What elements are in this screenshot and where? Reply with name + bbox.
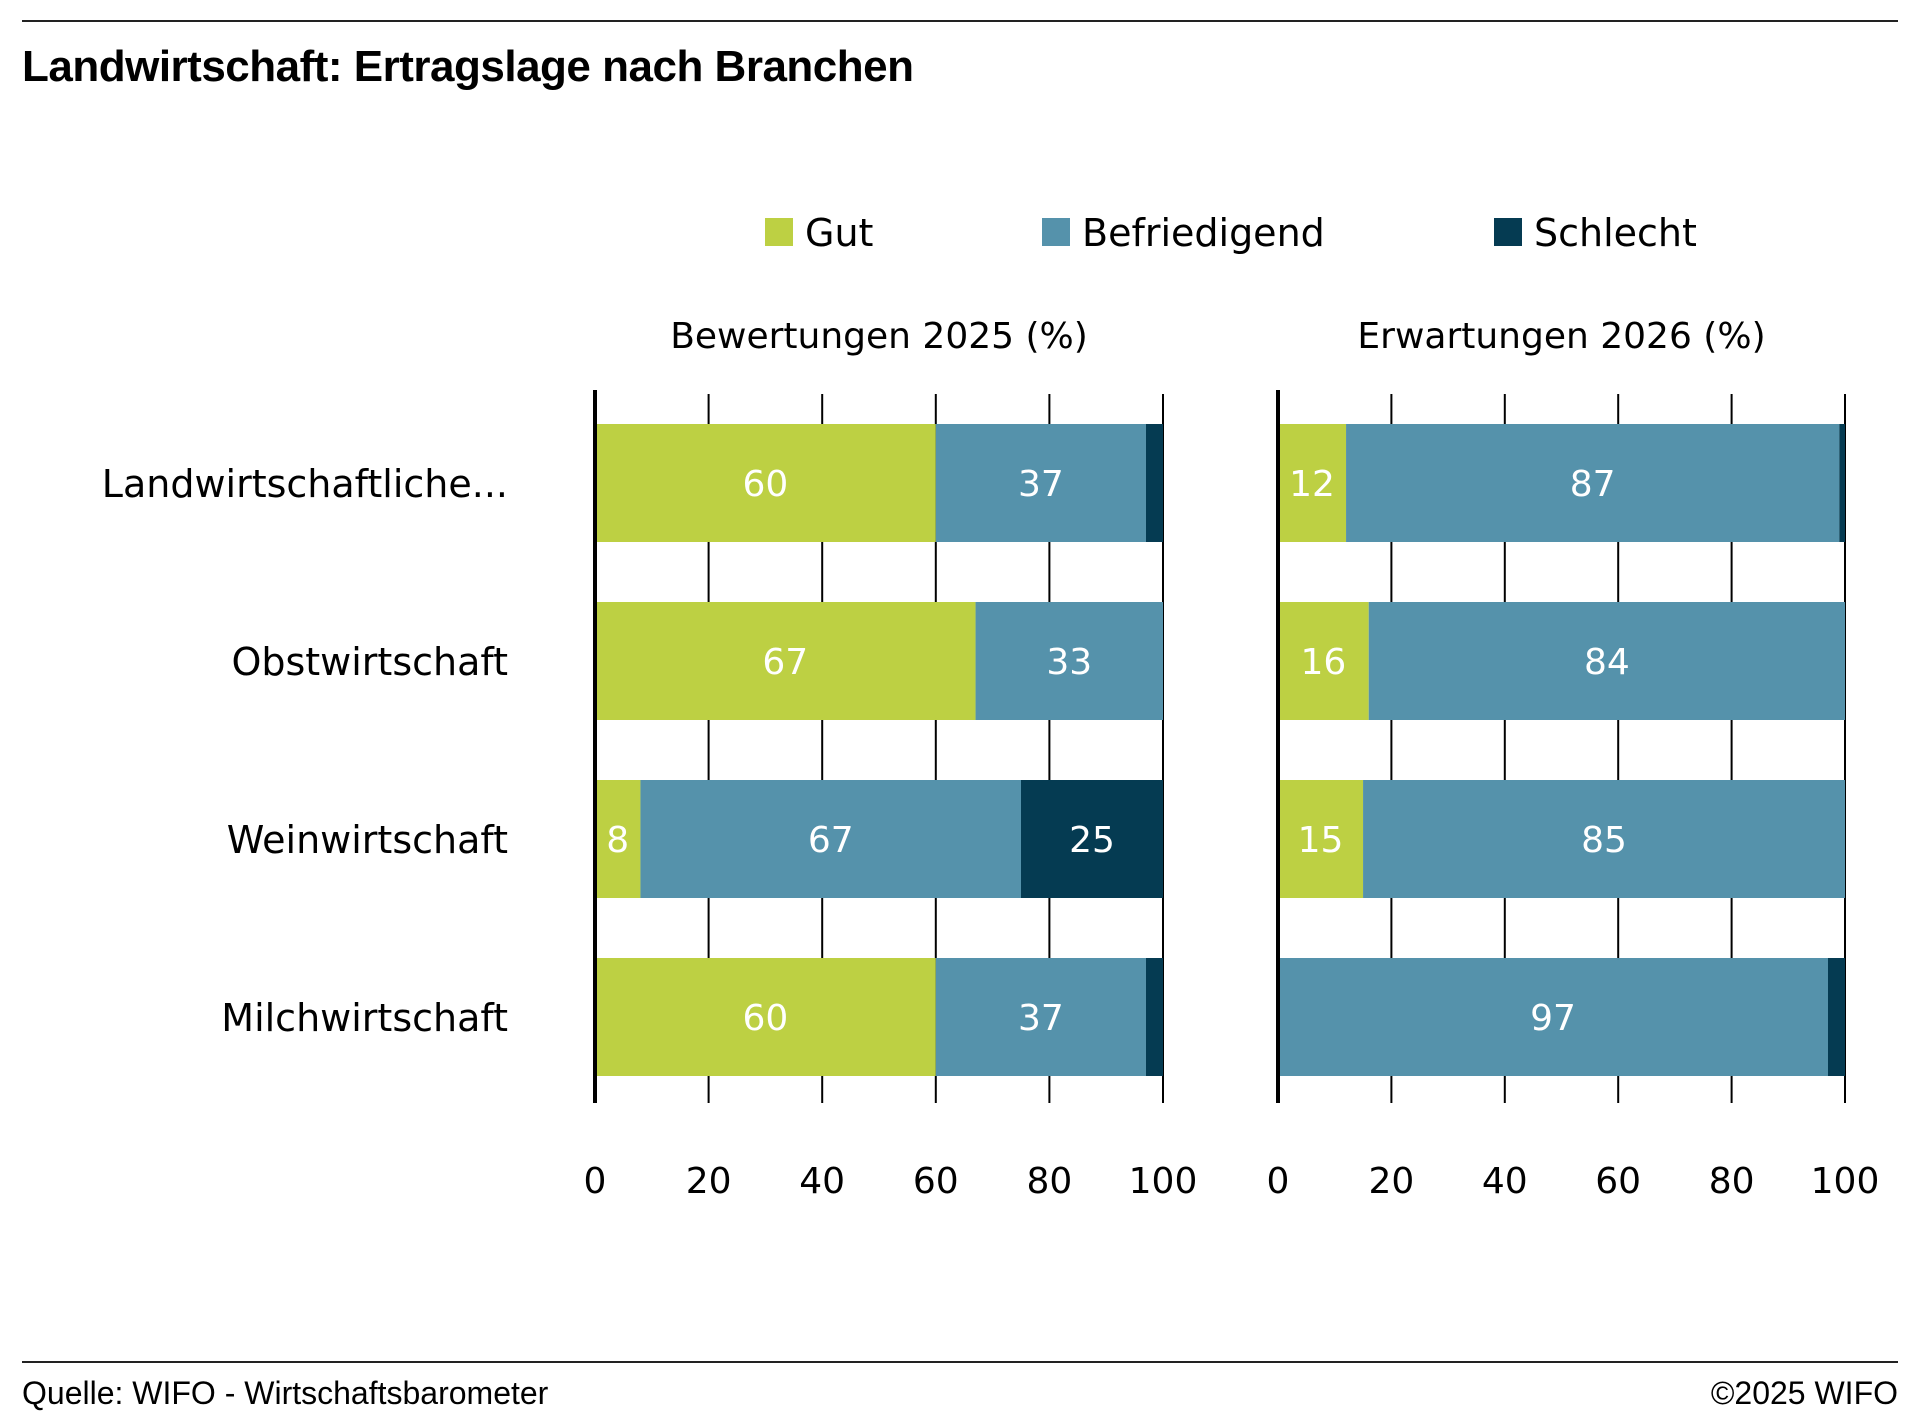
bar-segment-befriedigend-weinwirtschaft	[1363, 780, 1845, 898]
legend-label-befriedigend: Befriedigend	[1082, 211, 1325, 255]
data-label-befriedigend-milchwirtschaft: 97	[1530, 998, 1576, 1039]
bar-segment-schlecht-landwirtschaftliche	[1839, 424, 1845, 542]
x-tick-label-60: 60	[1595, 1161, 1641, 1202]
legend-swatch-befriedigend	[1042, 218, 1070, 246]
data-label-befriedigend-landwirtschaftliche: 37	[1018, 464, 1064, 505]
bar-segment-gut-obstwirtschaft	[595, 602, 976, 720]
bar-segment-gut-obstwirtschaft	[1278, 602, 1369, 720]
data-label-schlecht-weinwirtschaft: 25	[1069, 820, 1115, 861]
x-tick-label-80: 80	[1026, 1161, 1072, 1202]
data-label-gut-landwirtschaftliche: 12	[1289, 464, 1335, 505]
x-tick-label-100: 100	[1129, 1161, 1198, 1202]
data-label-gut-weinwirtschaft: 8	[606, 820, 629, 861]
data-label-gut-obstwirtschaft: 67	[762, 642, 808, 683]
legend-swatch-schlecht	[1494, 218, 1522, 246]
legend-label-schlecht: Schlecht	[1534, 211, 1697, 255]
bar-segment-befriedigend-weinwirtschaft	[640, 780, 1021, 898]
bar-segment-befriedigend-landwirtschaftliche	[935, 424, 1146, 542]
bar-segment-schlecht-landwirtschaftliche	[1145, 424, 1163, 542]
data-label-befriedigend-weinwirtschaft: 85	[1581, 820, 1627, 861]
bar-segment-befriedigend-milchwirtschaft	[935, 958, 1146, 1076]
bar-segment-befriedigend-obstwirtschaft	[1368, 602, 1845, 720]
category-label-landwirtschaftliche: Landwirtschaftliche...	[102, 462, 508, 506]
x-tick-label-0: 0	[584, 1161, 607, 1202]
x-tick-label-100: 100	[1811, 1161, 1880, 1202]
category-label-weinwirtschaft: Weinwirtschaft	[227, 818, 508, 862]
bar-segment-gut-weinwirtschaft	[1278, 780, 1364, 898]
x-tick-label-20: 20	[686, 1161, 732, 1202]
x-tick-label-60: 60	[913, 1161, 959, 1202]
chart-title: Landwirtschaft: Ertragslage nach Branche…	[22, 42, 914, 91]
x-tick-label-40: 40	[1482, 1161, 1528, 1202]
data-label-gut-weinwirtschaft: 15	[1298, 820, 1344, 861]
bar-segment-schlecht-milchwirtschaft	[1827, 958, 1845, 1076]
x-tick-label-80: 80	[1709, 1161, 1755, 1202]
category-label-milchwirtschaft: Milchwirtschaft	[221, 996, 508, 1040]
footer-source: Quelle: WIFO - Wirtschaftsbarometer	[22, 1375, 549, 1411]
bar-segment-befriedigend-obstwirtschaft	[975, 602, 1163, 720]
bar-segment-befriedigend-milchwirtschaft	[1278, 958, 1828, 1076]
top-rule	[22, 20, 1898, 22]
data-label-befriedigend-obstwirtschaft: 33	[1046, 642, 1092, 683]
data-label-gut-obstwirtschaft: 16	[1300, 642, 1346, 683]
data-label-befriedigend-milchwirtschaft: 37	[1018, 998, 1064, 1039]
footer-rule	[22, 1361, 1898, 1363]
bar-segment-gut-milchwirtschaft	[595, 958, 936, 1076]
footer-copyright: ©2025 WIFO	[1710, 1375, 1898, 1411]
data-label-gut-landwirtschaftliche: 60	[742, 464, 788, 505]
category-label-obstwirtschaft: Obstwirtschaft	[231, 640, 508, 684]
bar-segment-gut-landwirtschaftliche	[1278, 424, 1347, 542]
bar-segment-gut-weinwirtschaft	[595, 780, 641, 898]
x-tick-label-40: 40	[799, 1161, 845, 1202]
data-label-befriedigend-weinwirtschaft: 67	[808, 820, 854, 861]
x-tick-label-0: 0	[1267, 1161, 1290, 1202]
bar-segment-schlecht-weinwirtschaft	[1021, 780, 1163, 898]
bar-segment-gut-landwirtschaftliche	[595, 424, 936, 542]
panel-title-1: Bewertungen 2025 (%)	[670, 316, 1088, 357]
legend-label-gut: Gut	[805, 211, 873, 255]
x-tick-label-20: 20	[1368, 1161, 1414, 1202]
bar-segment-befriedigend-landwirtschaftliche	[1346, 424, 1840, 542]
data-label-gut-milchwirtschaft: 60	[742, 998, 788, 1039]
data-label-befriedigend-landwirtschaftliche: 87	[1570, 464, 1616, 505]
data-label-befriedigend-obstwirtschaft: 84	[1584, 642, 1630, 683]
panel-title-2: Erwartungen 2026 (%)	[1357, 316, 1765, 357]
bar-segment-schlecht-milchwirtschaft	[1145, 958, 1163, 1076]
legend-swatch-gut	[765, 218, 793, 246]
